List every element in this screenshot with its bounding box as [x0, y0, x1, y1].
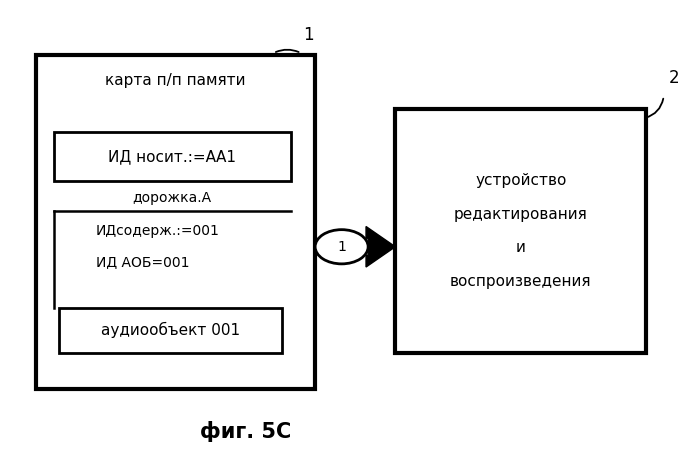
Bar [36, 55, 315, 389]
Text: ИД АОБ=001: ИД АОБ=001 [95, 255, 189, 270]
Text: 2: 2 [669, 69, 680, 87]
Text: 1: 1 [303, 26, 314, 44]
Bar [54, 132, 290, 182]
Text: устройство: устройство [475, 173, 566, 188]
Text: аудиообъект 001: аудиообъект 001 [101, 322, 239, 338]
Text: и: и [516, 241, 526, 255]
Text: воспроизведения: воспроизведения [450, 274, 592, 289]
Text: редактирования: редактирования [454, 207, 588, 222]
Text: ИД носит.:=АА1: ИД носит.:=АА1 [108, 149, 236, 164]
Text: дорожка.А: дорожка.А [132, 191, 212, 205]
Text: ИДсодерж.:=001: ИДсодерж.:=001 [95, 224, 219, 238]
Text: фиг. 5C: фиг. 5C [199, 421, 291, 442]
Text: 1: 1 [337, 240, 346, 254]
Circle shape [315, 230, 368, 264]
Bar [395, 110, 646, 352]
Text: карта п/п памяти: карта п/п памяти [106, 72, 246, 88]
FancyArrow shape [366, 226, 396, 267]
Bar [59, 308, 281, 352]
